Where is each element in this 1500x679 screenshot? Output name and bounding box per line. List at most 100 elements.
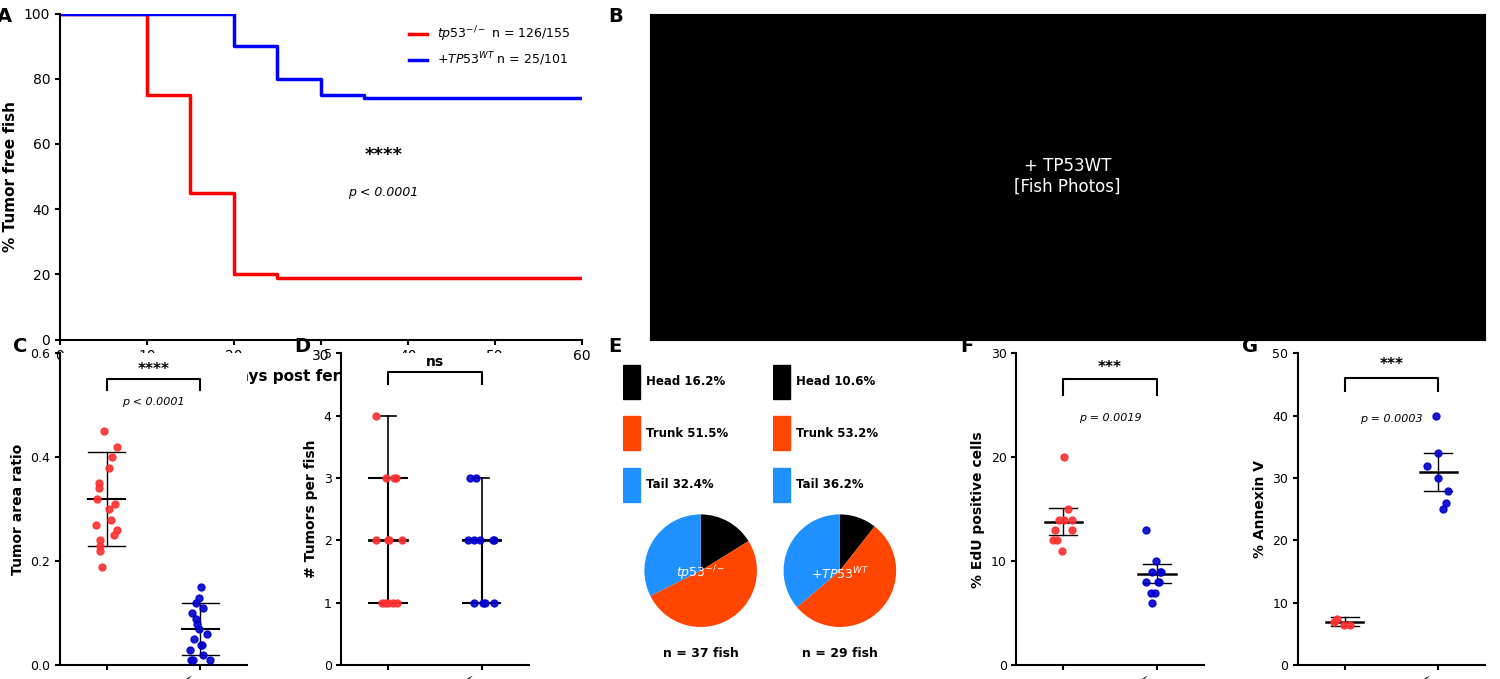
Point [483, 598, 507, 608]
Text: F: F [960, 337, 974, 356]
Point [178, 655, 203, 665]
Point [1144, 556, 1168, 567]
Point [1047, 514, 1071, 525]
Point [369, 598, 393, 608]
Bar [772, 468, 790, 502]
Point [374, 598, 398, 608]
Text: G: G [1242, 337, 1258, 356]
Point [1060, 525, 1084, 536]
Text: ***: *** [1098, 360, 1122, 375]
Point [464, 473, 488, 483]
Point [1140, 587, 1164, 598]
Point [378, 535, 402, 546]
Point [84, 519, 108, 530]
Point [382, 473, 406, 483]
Y-axis label: % EdU positive cells: % EdU positive cells [972, 431, 986, 587]
Point [1146, 576, 1170, 587]
Point [98, 462, 122, 473]
Text: Trunk 53.2%: Trunk 53.2% [796, 427, 879, 440]
Point [1052, 514, 1076, 525]
Point [1140, 566, 1164, 577]
Text: Tail 36.2%: Tail 36.2% [796, 478, 864, 492]
Point [178, 644, 203, 655]
Point [198, 655, 222, 665]
Wedge shape [840, 515, 874, 570]
Point [86, 494, 109, 504]
Point [92, 426, 116, 437]
Point [458, 473, 482, 483]
Point [102, 530, 126, 540]
Point [195, 629, 219, 640]
Point [376, 598, 400, 608]
Point [456, 535, 480, 546]
Bar [772, 365, 790, 399]
Point [1044, 535, 1068, 546]
Point [384, 598, 408, 608]
Wedge shape [796, 526, 895, 627]
Point [1060, 514, 1084, 525]
Bar [622, 468, 640, 502]
Text: C: C [13, 337, 27, 356]
Text: $+\it{TP53}^{WT}$: $+\it{TP53}^{WT}$ [810, 565, 868, 582]
Point [376, 535, 400, 546]
Text: $\it{tp53}^{-/-}$: $\it{tp53}^{-/-}$ [676, 564, 726, 583]
Point [375, 473, 399, 483]
Point [390, 535, 414, 546]
Text: ****: **** [138, 362, 170, 377]
Wedge shape [645, 515, 700, 596]
Point [1338, 619, 1362, 630]
Point [462, 598, 486, 608]
Point [381, 598, 405, 608]
Point [87, 478, 111, 489]
Point [482, 535, 506, 546]
Point [482, 535, 506, 546]
Point [186, 619, 210, 629]
Point [1143, 587, 1167, 598]
Point [1148, 576, 1172, 587]
Point [105, 525, 129, 536]
Point [189, 582, 213, 593]
Point [471, 598, 495, 608]
Legend: $\it{tp53}^{-/-}$ n = 126/155, $+\it{TP53}^{WT}$ n = 25/101: $\it{tp53}^{-/-}$ n = 126/155, $+\it{TP5… [404, 20, 576, 73]
X-axis label: Days post fertilization: Days post fertilization [226, 369, 416, 384]
Point [189, 639, 213, 650]
Point [188, 623, 211, 634]
Point [1436, 485, 1460, 496]
Point [88, 535, 112, 546]
Point [87, 545, 111, 556]
Text: Head 16.2%: Head 16.2% [646, 375, 724, 388]
Text: n = 37 fish: n = 37 fish [663, 646, 738, 660]
Point [90, 561, 114, 572]
Point [182, 634, 206, 645]
Bar [772, 416, 790, 450]
Point [1041, 535, 1065, 546]
Bar [622, 416, 640, 450]
Text: p < 0.0001: p < 0.0001 [122, 397, 184, 407]
Text: Trunk 51.5%: Trunk 51.5% [646, 427, 728, 440]
Point [180, 608, 204, 619]
Point [1149, 566, 1173, 577]
Point [1042, 525, 1066, 536]
Point [1134, 576, 1158, 587]
Text: B: B [608, 7, 622, 26]
Point [190, 603, 214, 614]
Point [104, 498, 128, 509]
Point [1148, 566, 1172, 577]
Point [87, 483, 111, 494]
Point [1425, 410, 1449, 421]
Y-axis label: % Annexin V: % Annexin V [1252, 460, 1266, 558]
Point [468, 535, 492, 546]
Wedge shape [651, 541, 758, 627]
Point [1431, 504, 1455, 515]
Bar [622, 365, 640, 399]
Point [1426, 473, 1450, 483]
Point [87, 540, 111, 551]
Point [364, 410, 388, 421]
Point [1326, 613, 1350, 624]
Point [190, 639, 214, 650]
Point [1426, 447, 1450, 458]
Point [472, 598, 496, 608]
Wedge shape [783, 515, 840, 607]
Text: p < 0.0001: p < 0.0001 [348, 186, 418, 199]
Point [190, 650, 214, 661]
